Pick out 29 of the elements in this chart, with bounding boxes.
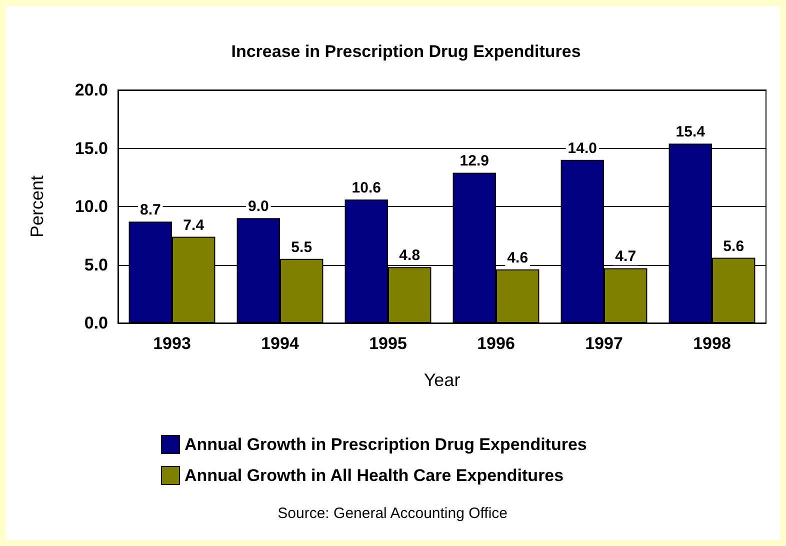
x-tick-label: 1996 (477, 334, 515, 353)
data-label: 15.4 (676, 124, 706, 141)
data-label: 4.8 (399, 247, 420, 264)
y-axis-title: Percent (27, 175, 47, 238)
data-label: 9.0 (248, 198, 269, 216)
x-tick-label: 1995 (369, 334, 407, 353)
data-label: 10.6 (352, 180, 381, 197)
legend-label: Annual Growth in All Health Care Expenditures (184, 466, 564, 485)
x-tick-label: 1994 (261, 334, 300, 353)
x-tick-label: 1998 (693, 334, 731, 353)
x-tick-label: 1993 (153, 334, 191, 353)
source-note: Source: General Accounting Office (278, 505, 508, 522)
data-label: 5.5 (291, 238, 312, 256)
data-label: 5.6 (723, 238, 744, 255)
data-label: 4.7 (615, 248, 636, 266)
y-tick-label: 10.0 (74, 197, 108, 216)
y-tick-label: 20.0 (74, 80, 108, 100)
data-label: 4.6 (507, 249, 528, 266)
data-label: 8.7 (140, 202, 161, 219)
y-tick-label: 0.0 (84, 314, 108, 332)
chart-title: Increase in Prescription Drug Expenditures (231, 42, 581, 61)
data-label: 12.9 (460, 152, 489, 170)
y-tick-label: 15.0 (74, 138, 108, 158)
data-label: 14.0 (568, 140, 597, 157)
data-label: 7.4 (183, 216, 205, 234)
x-tick-label: 1997 (585, 334, 623, 353)
legend-label: Annual Growth in Prescription Drug Expenditures (184, 435, 587, 454)
x-axis-title: Year (424, 370, 460, 390)
y-tick-label: 5.0 (84, 255, 108, 274)
